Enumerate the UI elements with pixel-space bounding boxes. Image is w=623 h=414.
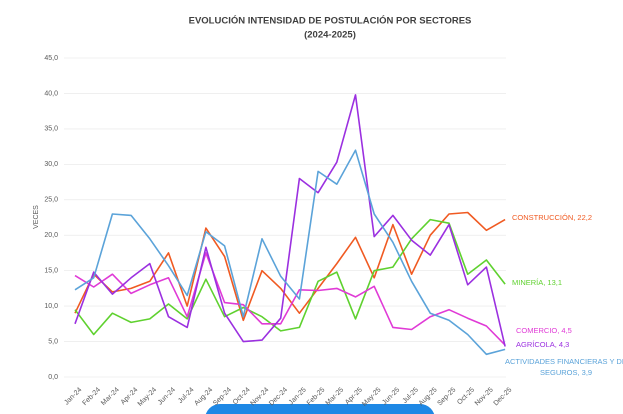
x-tick-label: Dec-25 bbox=[493, 386, 514, 407]
y-tick-label: 30,0 bbox=[44, 161, 58, 168]
series-label: AGRÍCOLA, 4,3 bbox=[516, 340, 569, 349]
y-tick-label: 15,0 bbox=[44, 268, 58, 275]
series-label: ACTIVIDADES FINANCIERAS Y DE bbox=[505, 357, 623, 366]
x-tick-label: Mar-24 bbox=[100, 386, 121, 407]
series-line bbox=[74, 211, 506, 322]
chart-title: EVOLUCIÓN INTENSIDAD DE POSTULACIÓN POR … bbox=[189, 15, 472, 27]
x-tick-label: Aug-25 bbox=[418, 386, 439, 407]
series-label: MINERÍA, 13,1 bbox=[512, 278, 562, 287]
y-tick-label: 5,0 bbox=[48, 338, 58, 345]
x-tick-label: Jan-25 bbox=[288, 386, 308, 406]
x-tick-label: Jun-24 bbox=[157, 386, 177, 406]
x-tick-label: Oct-25 bbox=[456, 386, 476, 406]
y-tick-label: 40,0 bbox=[44, 90, 58, 97]
y-tick-label: 45,0 bbox=[44, 55, 58, 62]
series-label: SEGUROS, 3,9 bbox=[540, 368, 592, 377]
x-tick-label: Jun-25 bbox=[381, 386, 401, 406]
y-tick-label: 10,0 bbox=[44, 303, 58, 310]
series-line bbox=[74, 218, 506, 336]
y-tick-label: 25,0 bbox=[44, 197, 58, 204]
y-tick-label: 20,0 bbox=[44, 232, 58, 239]
series-line bbox=[74, 94, 506, 347]
button[interactable] bbox=[205, 404, 435, 414]
x-tick-label: Oct-24 bbox=[232, 386, 252, 406]
x-tick-label: Sep-25 bbox=[436, 386, 457, 407]
series-label: COMERCIO, 4,5 bbox=[516, 326, 572, 335]
x-tick-label: Feb-25 bbox=[306, 386, 327, 407]
x-tick-label: Jan-24 bbox=[63, 386, 83, 406]
series-line bbox=[74, 252, 506, 346]
chart-subtitle: (2024-2025) bbox=[304, 30, 356, 41]
y-tick-label: 35,0 bbox=[44, 126, 58, 133]
x-tick-label: Feb-24 bbox=[81, 386, 102, 407]
x-tick-label: Aug-24 bbox=[193, 386, 214, 407]
y-tick-label: 0,0 bbox=[48, 374, 58, 381]
y-axis-label: VECES bbox=[33, 205, 40, 229]
x-tick-label: Nov-25 bbox=[474, 386, 495, 407]
series-label: CONSTRUCCIÓN, 22,2 bbox=[512, 213, 592, 222]
series-line bbox=[74, 149, 506, 356]
x-tick-label: Mar-25 bbox=[325, 386, 346, 407]
x-tick-label: May-24 bbox=[137, 386, 159, 408]
